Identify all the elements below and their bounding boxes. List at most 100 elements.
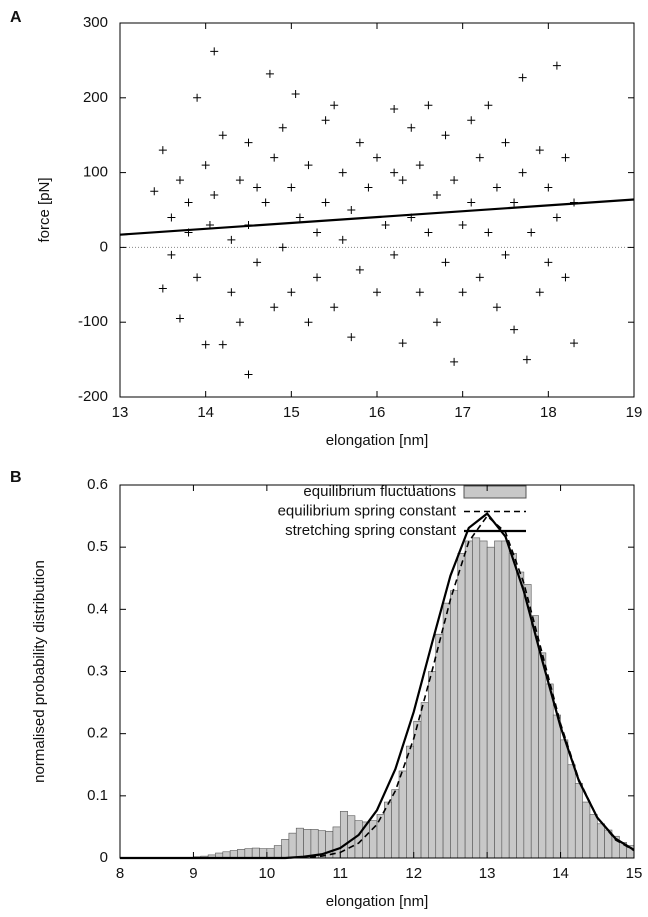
point bbox=[184, 198, 193, 207]
point bbox=[313, 228, 322, 237]
point bbox=[287, 183, 296, 192]
point bbox=[193, 273, 202, 282]
point bbox=[355, 265, 364, 274]
point bbox=[321, 198, 330, 207]
x-tick-label: 19 bbox=[626, 404, 643, 421]
point bbox=[347, 206, 356, 214]
bar bbox=[310, 829, 319, 859]
plot-frame bbox=[119, 22, 635, 398]
point bbox=[475, 153, 484, 162]
bar bbox=[479, 540, 488, 859]
point bbox=[235, 176, 244, 185]
point bbox=[304, 318, 313, 327]
point bbox=[398, 176, 407, 185]
point bbox=[201, 161, 210, 170]
point bbox=[304, 161, 313, 170]
x-tick-label: 8 bbox=[116, 865, 124, 882]
point bbox=[475, 273, 484, 282]
y-tick-label: -100 bbox=[78, 313, 108, 330]
point bbox=[167, 213, 176, 222]
bar bbox=[398, 770, 407, 859]
x-tick-label: 18 bbox=[540, 404, 557, 421]
point bbox=[415, 161, 424, 170]
point bbox=[330, 303, 339, 312]
bar bbox=[244, 848, 253, 859]
bar bbox=[420, 702, 429, 859]
y-tick-label: 0.1 bbox=[87, 787, 108, 804]
point bbox=[278, 243, 287, 252]
bar bbox=[442, 602, 451, 859]
point bbox=[544, 183, 553, 192]
bar bbox=[347, 815, 356, 859]
point bbox=[201, 340, 210, 349]
bar bbox=[508, 553, 517, 859]
point bbox=[227, 235, 236, 244]
y-tick-label: 100 bbox=[83, 164, 108, 181]
bar bbox=[582, 801, 591, 859]
point bbox=[561, 153, 570, 162]
y-tick-label: 0.2 bbox=[87, 725, 108, 742]
point bbox=[535, 288, 544, 297]
y-axis-label: force [pN] bbox=[36, 177, 53, 242]
point bbox=[291, 90, 300, 99]
point bbox=[467, 198, 476, 207]
bar bbox=[523, 584, 532, 859]
x-tick-label: 16 bbox=[369, 404, 386, 421]
y-tick-label: 0.6 bbox=[87, 476, 108, 493]
point bbox=[450, 176, 459, 185]
bar bbox=[457, 553, 466, 859]
point bbox=[484, 228, 493, 237]
point bbox=[321, 116, 330, 125]
point bbox=[544, 258, 553, 267]
point bbox=[210, 47, 219, 56]
bar bbox=[251, 847, 260, 859]
point bbox=[355, 138, 364, 147]
x-tick-label: 15 bbox=[626, 865, 643, 882]
bar bbox=[428, 671, 437, 859]
point bbox=[347, 333, 356, 342]
x-axis-label: elongation [nm] bbox=[326, 893, 429, 910]
point bbox=[364, 183, 373, 192]
point bbox=[373, 288, 381, 297]
x-axis-label: elongation [nm] bbox=[326, 432, 429, 449]
point bbox=[522, 355, 531, 364]
x-tick-label: 9 bbox=[189, 865, 197, 882]
point bbox=[295, 213, 304, 222]
point bbox=[441, 258, 450, 267]
bar bbox=[486, 546, 495, 859]
y-tick-label: 0 bbox=[100, 238, 108, 255]
y-tick-label: 0 bbox=[100, 849, 108, 866]
point bbox=[398, 339, 407, 348]
panel-label: B bbox=[10, 469, 22, 486]
point bbox=[175, 314, 184, 323]
point bbox=[390, 250, 399, 259]
bar bbox=[494, 540, 503, 859]
bar bbox=[229, 850, 238, 859]
point bbox=[424, 101, 433, 110]
point bbox=[415, 288, 424, 297]
bar bbox=[303, 829, 312, 859]
bar bbox=[538, 652, 547, 859]
point bbox=[150, 187, 159, 196]
point bbox=[390, 105, 399, 114]
bar bbox=[589, 814, 598, 859]
x-tick-label: 10 bbox=[259, 865, 276, 882]
point bbox=[492, 303, 501, 312]
y-tick-label: 0.4 bbox=[87, 600, 108, 617]
point bbox=[441, 131, 450, 140]
bar bbox=[406, 745, 415, 859]
point bbox=[432, 318, 441, 327]
point bbox=[338, 235, 347, 244]
x-tick-label: 14 bbox=[552, 865, 569, 882]
line bbox=[119, 198, 635, 236]
point bbox=[501, 138, 510, 147]
x-tick-label: 12 bbox=[405, 865, 422, 882]
point bbox=[373, 153, 381, 162]
point bbox=[390, 168, 399, 177]
x-tick-label: 14 bbox=[197, 404, 214, 421]
point bbox=[510, 198, 519, 207]
bar bbox=[530, 615, 539, 859]
point bbox=[253, 258, 262, 267]
bar bbox=[596, 823, 605, 859]
legend-label: equilibrium fluctuations bbox=[303, 483, 456, 500]
